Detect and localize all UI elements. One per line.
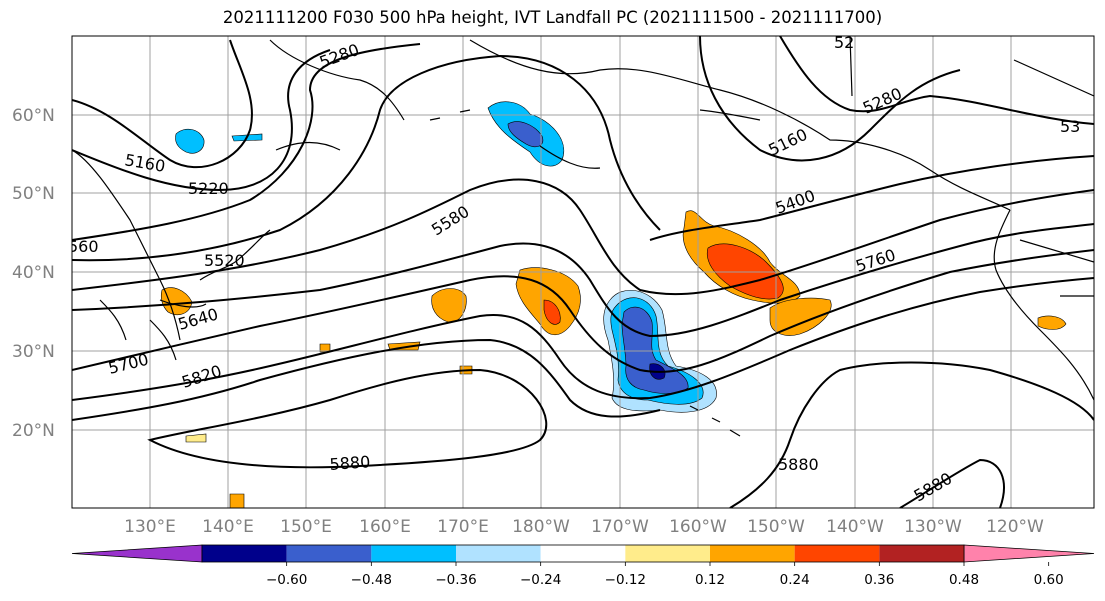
neg-region-bering-core [507, 121, 544, 148]
contour-5880-se [899, 458, 1005, 508]
colorbar-swatch [625, 545, 710, 562]
map-title: 2021111200 F030 500 hPa height, IVT Land… [222, 8, 883, 27]
lat-tick-label: 40°N [12, 263, 55, 283]
pos-region-mid-core [543, 299, 561, 325]
contour-label: 5220 [188, 179, 229, 198]
contour-label: 5880 [329, 452, 371, 474]
coastlines [72, 36, 1094, 437]
lon-tick-label: 120°W [986, 517, 1044, 537]
colorbar-extend-low [71, 544, 203, 563]
colorbar-frame [201, 544, 965, 563]
colorbar-swatch [371, 545, 456, 562]
colorbar-swatch [456, 545, 541, 562]
coast-north-america [993, 209, 1094, 401]
coast-japan [159, 229, 271, 308]
contour-5820 [72, 338, 661, 421]
pos-region-west [431, 288, 467, 323]
colorbar-tick-label: −0.48 [351, 572, 392, 588]
lon-tick-labels: 130°E 140°E 150°E 160°E 170°E 180°W 170°… [124, 517, 1044, 537]
coast-borders [849, 36, 1094, 297]
contour-5160-w [72, 39, 253, 169]
contour-5640 [72, 223, 1094, 338]
lon-tick-label: 130°E [124, 517, 176, 537]
lat-tick-label: 30°N [12, 342, 55, 362]
colorbar-swatch [286, 545, 372, 562]
contour-5880-w [147, 368, 548, 469]
coast-asia [72, 149, 181, 361]
coast-aleutians [429, 109, 761, 121]
lon-tick-label: 130°W [904, 517, 962, 537]
lat-tick-labels: 60°N 50°N 40°N 30°N 20°N [12, 106, 55, 441]
contour-5520-w [72, 54, 661, 262]
colorbar-tick-label: 0.12 [695, 572, 725, 588]
colorbar-tick-label: −0.24 [520, 572, 561, 588]
colorbar-tick-label: 0.24 [780, 572, 810, 588]
lon-tick-label: 140°W [826, 517, 884, 537]
colorbar: −0.60 −0.48 −0.36 −0.24 −0.12 0.12 0.24 0.36 0.4… [71, 544, 1095, 588]
contour-5880-e [729, 361, 1094, 508]
lon-tick-label: 170°E [437, 517, 489, 537]
colorbar-tick-label: 0.60 [1034, 572, 1064, 588]
contour-5220-w [72, 49, 331, 192]
gridlines [72, 36, 1094, 508]
lon-tick-label: 160°W [669, 517, 727, 537]
height-contours [72, 36, 1094, 508]
colorbar-swatch [794, 545, 880, 562]
contour-label: 53 [1060, 117, 1080, 136]
contour-label: 52 [834, 33, 854, 52]
coast-kamchatka [269, 39, 405, 151]
pos-region-california [1037, 315, 1067, 330]
contour-5280-e [779, 36, 1094, 125]
pos-region-small-5 [185, 433, 207, 443]
lat-tick-label: 50°N [12, 184, 55, 204]
colorbar-swatch [202, 545, 287, 562]
colorbar-tick-label: −0.36 [435, 572, 476, 588]
contour-5280-w [72, 43, 421, 241]
contour-label: 560 [68, 237, 99, 256]
lon-tick-label: 140°E [202, 517, 254, 537]
contour-5700 [72, 249, 1094, 373]
pos-region-small-4 [229, 493, 245, 508]
coast-alaska [469, 39, 1011, 211]
contour-label: 5520 [204, 251, 245, 270]
colorbar-swatch [540, 545, 626, 562]
colorbar-extend-high [963, 544, 1095, 563]
lon-tick-label: 150°W [747, 517, 805, 537]
colorbar-swatch [879, 545, 964, 562]
contour-5400 [649, 155, 1094, 241]
lon-tick-label: 150°E [280, 517, 332, 537]
contour-5580 [72, 178, 1094, 296]
lon-tick-label: 160°E [359, 517, 411, 537]
map-border [71, 35, 1095, 509]
pos-region-japan [160, 287, 193, 315]
colorbar-tick-label: 0.48 [949, 572, 979, 588]
neg-region-kamchatka [175, 128, 205, 154]
colorbar-tick-label: 0.36 [864, 572, 894, 588]
contour-label: 5880 [778, 455, 819, 474]
colorbar-tick-label: −0.12 [605, 572, 646, 588]
lon-tick-label: 180°W [512, 517, 570, 537]
colorbar-tick-label: −0.60 [266, 572, 307, 588]
contour-5160-e [699, 36, 961, 162]
contour-5760 [72, 277, 1094, 401]
colorbar-swatch [710, 545, 795, 562]
lat-tick-label: 60°N [12, 106, 55, 126]
coast-hawaii [689, 405, 741, 437]
lat-tick-label: 20°N [12, 421, 55, 441]
lon-tick-label: 170°W [591, 517, 649, 537]
